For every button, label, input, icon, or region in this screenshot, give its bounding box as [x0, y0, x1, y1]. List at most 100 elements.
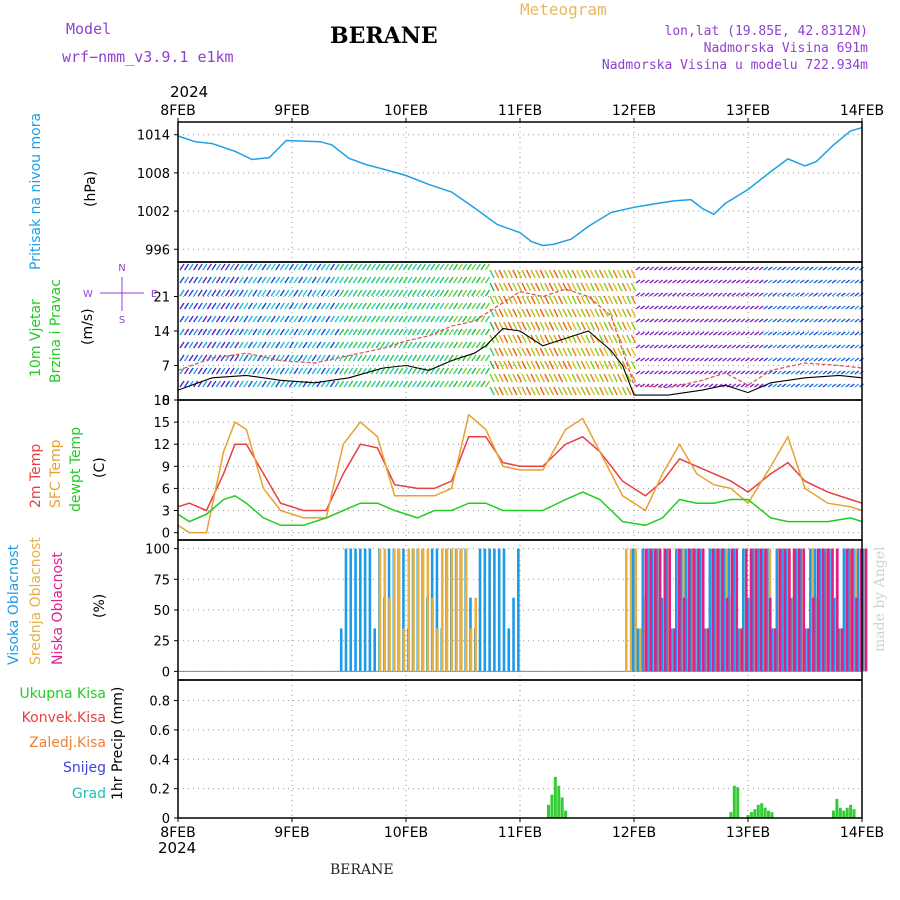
wind-arrow: [361, 367, 367, 375]
wind-arrow: [393, 276, 399, 284]
wind-arrow: [284, 289, 290, 297]
wind-arrow: [808, 279, 814, 284]
wind-arrow: [612, 334, 618, 344]
wind-arrow: [553, 373, 559, 383]
wind-arrow: [416, 354, 422, 362]
cloud-bar: [713, 548, 716, 672]
wind-arrow: [498, 269, 504, 279]
wind-arrow: [352, 380, 358, 388]
wind-arrow: [827, 305, 832, 310]
wind-arrow: [699, 344, 705, 349]
wind-arrow: [799, 318, 805, 323]
wind-arrow: [772, 331, 778, 336]
wind-arrow: [220, 380, 226, 388]
wind-arrow: [384, 263, 390, 271]
wind-arrow: [703, 344, 709, 349]
wind-arrow: [644, 318, 650, 323]
wind-arrow: [266, 302, 272, 310]
wind-arrow: [234, 354, 240, 362]
wind-arrow: [831, 383, 837, 388]
wind-arrow: [215, 276, 222, 284]
wind-arrow: [840, 318, 846, 323]
wind-arrow: [270, 315, 276, 323]
wind-arrow: [238, 315, 244, 323]
wind-arrow: [243, 367, 249, 375]
wind-arrow: [754, 370, 759, 375]
wind-arrow: [580, 334, 586, 344]
wind-arrow: [275, 380, 281, 388]
wind-arrow: [840, 370, 846, 375]
wind-arrow: [407, 380, 413, 388]
wind-arrow: [817, 266, 823, 271]
wind-arrow: [275, 263, 281, 271]
cloud-bar: [402, 628, 406, 672]
wind-arrow: [745, 344, 750, 349]
wind-arrow: [535, 295, 541, 305]
wind-arrow: [252, 289, 258, 297]
wind-arrow: [849, 305, 855, 310]
wind-arrow: [617, 282, 623, 292]
wind-arrow: [443, 367, 450, 375]
wind-arrow: [188, 341, 194, 349]
wind-arrow: [270, 289, 276, 297]
wind-arrow: [293, 328, 299, 336]
wind-arrow: [179, 276, 185, 284]
wind-arrow: [626, 295, 632, 305]
wind-arrow: [183, 302, 190, 310]
wind-arrow: [352, 328, 358, 336]
wind-arrow: [694, 279, 700, 284]
wind-arrow: [566, 334, 573, 344]
wind-arrow: [566, 321, 573, 331]
y-tick-label: 1008: [137, 167, 170, 182]
wind-arrow: [717, 318, 723, 323]
cloud-bar: [799, 548, 803, 672]
cloud-bar: [804, 628, 807, 672]
wind-arrow: [466, 328, 472, 336]
wind-arrow: [749, 344, 755, 349]
wind-arrow: [745, 331, 750, 336]
cloud-bar: [634, 548, 638, 672]
wind-arrow: [297, 302, 304, 310]
wind-arrow: [722, 344, 728, 349]
wind-arrow: [717, 266, 723, 271]
wind-arrow: [302, 289, 308, 297]
wind-arrow: [425, 302, 431, 310]
wind-arrow: [288, 315, 295, 323]
wind-arrow: [320, 263, 326, 271]
wind-arrow: [339, 367, 345, 375]
wind-arrow: [594, 269, 600, 279]
wind-arrow: [307, 302, 313, 310]
wind-arrow: [238, 354, 244, 362]
wind-arrow: [681, 305, 687, 310]
wind-arrow: [425, 263, 431, 271]
wind-arrow: [197, 302, 203, 310]
wind-arrow: [384, 367, 390, 375]
wind-arrow: [398, 367, 404, 375]
wind-arrow: [316, 302, 322, 310]
wind-arrow: [370, 315, 377, 323]
wind-arrow: [626, 321, 632, 331]
wind-arrow: [521, 334, 527, 344]
y-tick-label: 0.8: [149, 695, 170, 710]
wind-arrow: [261, 315, 267, 323]
wind-arrow: [243, 302, 249, 310]
wind-arrow: [498, 282, 504, 292]
wind-arrow: [243, 315, 249, 323]
cloud-bar: [687, 548, 691, 672]
cloud-bar: [812, 597, 815, 672]
wind-arrow: [288, 380, 295, 388]
wind-arrow: [380, 367, 386, 375]
wind-arrow: [507, 295, 513, 305]
wind-arrow: [735, 279, 741, 284]
wind-arrow: [836, 331, 842, 336]
wind-arrow: [393, 263, 399, 271]
wind-arrow: [297, 354, 304, 362]
wind-arrow: [548, 373, 554, 383]
wind-arrow: [822, 266, 828, 271]
wind-arrow: [763, 292, 769, 297]
y-tick-label: 0: [162, 527, 170, 542]
wind-arrow: [516, 308, 523, 318]
wind-arrow: [471, 289, 477, 297]
wind-arrow: [220, 328, 226, 336]
wind-arrow: [307, 276, 313, 284]
